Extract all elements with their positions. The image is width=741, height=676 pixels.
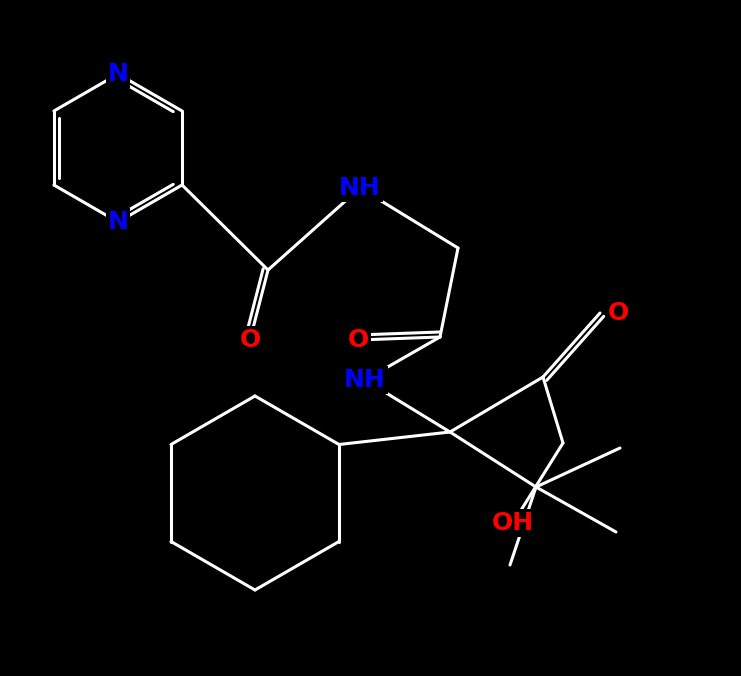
Text: NH: NH (339, 176, 381, 200)
Text: O: O (348, 328, 368, 352)
Text: OH: OH (492, 511, 534, 535)
Text: O: O (239, 328, 261, 352)
Text: NH: NH (344, 368, 386, 392)
Text: N: N (107, 210, 128, 234)
Text: O: O (608, 301, 629, 325)
Text: N: N (107, 62, 128, 86)
